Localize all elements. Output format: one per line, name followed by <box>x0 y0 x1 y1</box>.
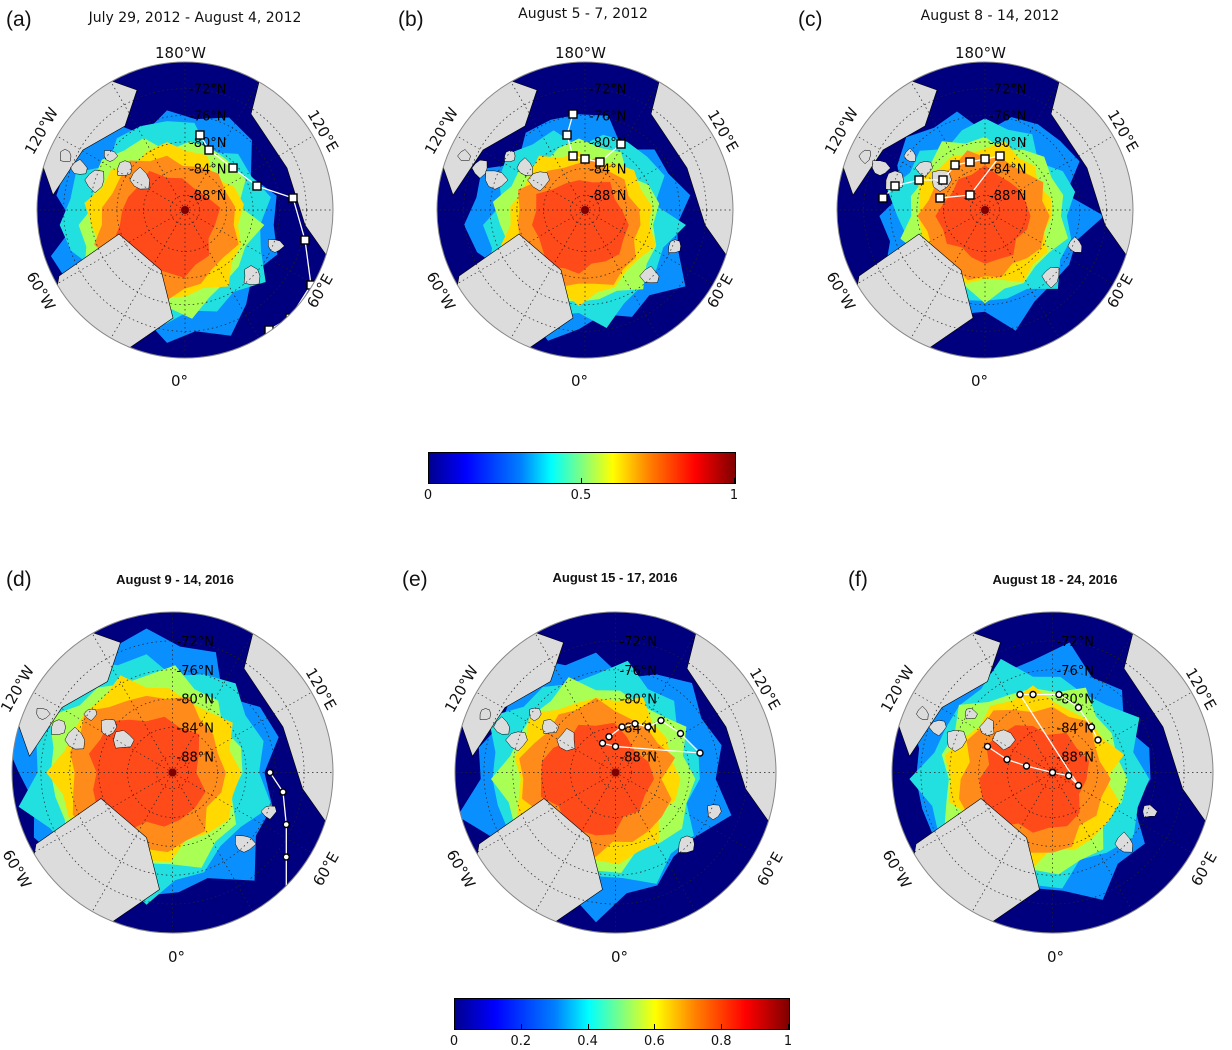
lon-label-bottom: 0° <box>171 372 189 390</box>
latitude-label: -88°N <box>177 750 214 765</box>
colorbar-tick-label: 0.4 <box>577 1034 598 1049</box>
lon-label-bottom: 0° <box>971 372 989 390</box>
latitude-label: -76°N <box>589 109 626 124</box>
panel-title: August 5 - 7, 2012 <box>518 6 648 22</box>
polar-map: -72°N-76°N-80°N-84°N-88°N <box>454 611 777 934</box>
latitude-label: -80°N <box>1057 693 1094 708</box>
lon-label-bottom: 0° <box>168 948 186 966</box>
latitude-label: -80°N <box>989 136 1026 151</box>
colorbar-tick <box>721 1024 723 1029</box>
lon-label-bottom: 0° <box>1047 948 1065 966</box>
latitude-label: -72°N <box>1057 635 1094 650</box>
panel-letter: (b) <box>398 8 424 31</box>
latitude-label: -80°N <box>620 693 657 708</box>
latitude-label: -72°N <box>620 635 657 650</box>
lon-label-bottom: 0° <box>611 948 629 966</box>
colorbar-tick-label: 0.8 <box>710 1034 732 1049</box>
latitude-label: -84°N <box>177 722 214 737</box>
colorbar-tick-label: 0.5 <box>570 488 592 503</box>
panel-letter: (d) <box>6 568 32 591</box>
latitude-label: -76°N <box>1057 664 1094 679</box>
latitude-label: -84°N <box>989 163 1026 178</box>
panel-title: July 29, 2012 - August 4, 2012 <box>88 10 302 26</box>
colorbar-tick-label: 0.6 <box>644 1034 665 1049</box>
map-panel-b: -72°N -76°N -80°N -84°N -88°N <box>435 60 735 360</box>
colorbar-tick <box>428 478 429 483</box>
latitude-label: -72°N <box>189 83 226 98</box>
latitude-label: -84°N <box>189 163 226 178</box>
colorbar-tick <box>734 478 735 483</box>
latitude-label: -84°N <box>589 163 626 178</box>
map-panel-d: -72°N -76°N -80°N -84°N -88°N <box>10 610 335 935</box>
colorbar-tick <box>581 478 582 483</box>
colorbar-tick <box>520 1024 522 1029</box>
panel-title: August 9 - 14, 2016 <box>116 572 234 587</box>
latitude-label: -88°N <box>1057 750 1094 765</box>
latitude-label: -88°N <box>620 750 657 765</box>
polar-map: -72°N -76°N -80°N -84°N -88°N <box>891 611 1214 934</box>
latitude-label: -76°N <box>989 109 1026 124</box>
colorbar-tick-label: 0.2 <box>510 1034 532 1049</box>
latitude-label: -84°N <box>1057 722 1094 737</box>
latitude-label: -72°N <box>589 83 626 98</box>
colorbar-tick-label: 1 <box>729 488 739 503</box>
panel-letter: (c) <box>798 8 823 31</box>
map-panel-f: -72°N -76°N -80°N -84°N -88°N <box>890 610 1215 935</box>
polar-map: -72°N -76°N -80°N -84°N -88°N <box>11 611 334 934</box>
latitude-label: -88°N <box>189 189 226 204</box>
polar-map: -72°N-76°N-80°N-84°N-88°N <box>436 61 734 359</box>
map-panel-a: -72°N -76°N -80°N -84°N -88°N <box>35 60 335 360</box>
latitude-label: -72°N <box>989 83 1026 98</box>
colorbar-tick-label: 0 <box>449 1034 459 1049</box>
map-panel-c: -72°N -76°N -80°N -84°N -88°N <box>835 60 1135 360</box>
panel-letter: (f) <box>848 568 868 591</box>
lon-label-top: 180°W <box>555 44 606 62</box>
colorbar-tick-label: 1 <box>783 1034 793 1049</box>
panel-letter: (e) <box>402 568 428 591</box>
colorbar-tick <box>454 1024 455 1029</box>
colorbar-bottom <box>454 998 790 1030</box>
colorbar-tick <box>654 1024 656 1029</box>
latitude-label: -72°N <box>177 635 214 650</box>
panel-title: August 18 - 24, 2016 <box>992 572 1118 587</box>
latitude-label: -88°N <box>989 189 1026 204</box>
map-panel-e: -72°N -76°N -80°N -84°N -88°N <box>453 610 778 935</box>
latitude-label: -88°N <box>589 189 626 204</box>
panel-title: August 8 - 14, 2012 <box>920 8 1060 24</box>
latitude-label: -76°N <box>177 664 214 679</box>
panel-title: August 15 - 17, 2016 <box>552 570 678 585</box>
colorbar-top <box>428 452 736 484</box>
colorbar-tick <box>788 1024 789 1029</box>
lon-label-bottom: 0° <box>571 372 589 390</box>
latitude-label: -76°N <box>189 109 226 124</box>
latitude-label: -80°N <box>177 693 214 708</box>
lon-label-top: 180°W <box>955 44 1006 62</box>
panel-letter: (a) <box>6 8 32 31</box>
lon-label-top: 180°W <box>155 44 206 62</box>
colorbar-tick-label: 0 <box>423 488 433 503</box>
polar-map: -72°N -76°N -80°N -84°N -88°N <box>836 61 1134 359</box>
colorbar-tick <box>587 1024 589 1029</box>
polar-map: -72°N-76°N-80°N-84°N-88°N <box>36 61 334 359</box>
latitude-label: -76°N <box>620 664 657 679</box>
